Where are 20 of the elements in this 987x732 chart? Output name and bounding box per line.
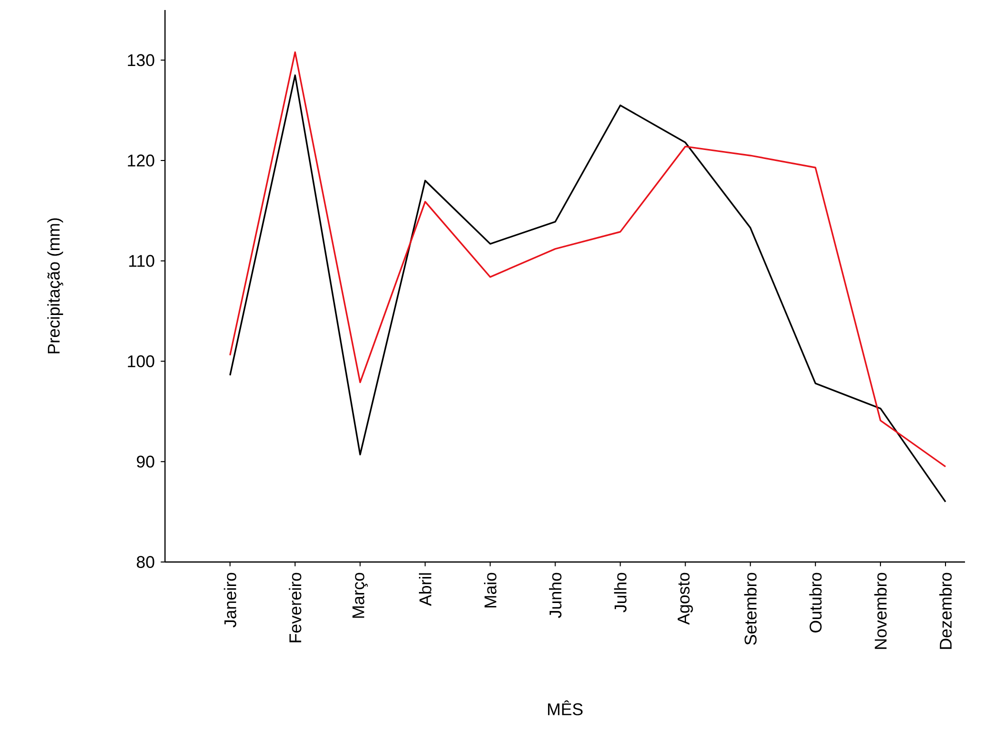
x-tick-label: Dezembro xyxy=(939,572,952,649)
y-tick-label: 80 xyxy=(136,556,154,568)
y-tick-label: 130 xyxy=(128,54,154,66)
x-tick-label: Janeiro xyxy=(224,572,236,628)
y-tick-label: 120 xyxy=(128,154,154,167)
x-tick-label: Agosto xyxy=(678,572,693,625)
x-tick-label: Outubro xyxy=(809,572,822,632)
x-tick-label: Abril xyxy=(418,573,432,606)
x-tick-label: Novembro xyxy=(874,572,887,649)
y-axis-title: Precipitação (mm) xyxy=(47,218,64,354)
y-tick-label: 110 xyxy=(129,254,154,267)
y-tick-label: 100 xyxy=(128,355,154,368)
y-tick-label: 90 xyxy=(136,456,154,468)
x-tick-label: Junho xyxy=(549,572,562,618)
x-tick-label: Setembro xyxy=(744,572,757,645)
x-tick-label: Março xyxy=(352,572,368,618)
x-axis-title: MÊS xyxy=(548,700,583,716)
x-tick-label: Julho xyxy=(614,572,627,612)
x-tick-label: Fevereiro xyxy=(288,572,302,642)
x-tick-label: Maio xyxy=(484,572,496,608)
